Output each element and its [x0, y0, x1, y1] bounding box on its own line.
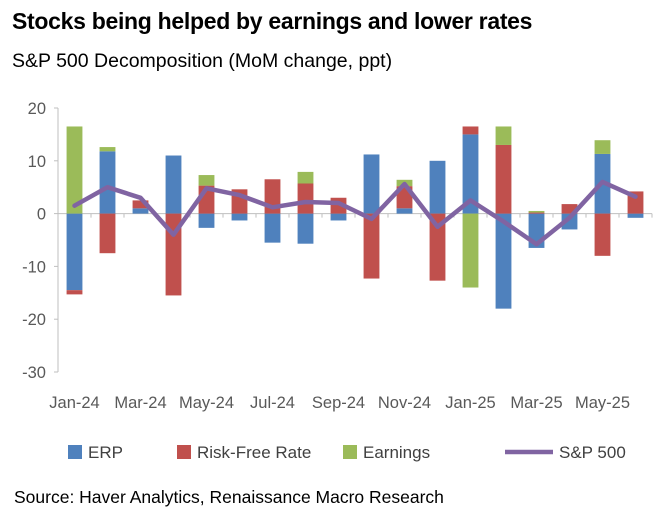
bar-risk_free-aug-24 — [297, 183, 314, 214]
bar-earnings-feb-24 — [99, 147, 116, 152]
y-tick-label: -20 — [22, 311, 46, 329]
x-tick-label: Sep-24 — [312, 394, 365, 412]
x-tick-label: Nov-24 — [378, 394, 431, 412]
y-tick-label: 20 — [28, 100, 46, 118]
bar-earnings-may-24 — [198, 175, 215, 186]
legend: ERP Risk-Free Rate Earnings S&P 500 — [68, 443, 626, 462]
bar-risk_free-mar-24 — [132, 200, 149, 209]
legend-label-earnings: Earnings — [363, 443, 430, 462]
bar-risk_free-jan-25 — [462, 126, 479, 135]
legend-label-risk_free: Risk-Free Rate — [197, 443, 311, 462]
legend-swatch-erp — [68, 445, 82, 459]
sp500-line — [72, 179, 638, 247]
source-note: Source: Haver Analytics, Renaissance Mac… — [14, 487, 444, 507]
x-tick-label: May-24 — [179, 394, 234, 412]
bar-erp-feb-24 — [99, 151, 116, 214]
y-tick-label: 0 — [37, 206, 46, 224]
y-tick-label: 10 — [28, 153, 46, 171]
y-tick-label: -30 — [22, 364, 46, 382]
bar-erp-nov-24 — [396, 208, 413, 214]
chart-title: Stocks being helped by earnings and lowe… — [12, 8, 533, 34]
bar-erp-jan-24 — [66, 213, 83, 291]
bar-risk_free-feb-25 — [495, 144, 512, 214]
bar-erp-apr-24 — [165, 155, 182, 214]
bar-erp-sep-24 — [330, 213, 347, 221]
x-tick-label: Jul-24 — [250, 394, 295, 412]
bar-risk_free-apr-24 — [165, 213, 182, 296]
bar-erp-apr-25 — [561, 213, 578, 230]
bar-risk_free-dec-24 — [429, 213, 446, 281]
bar-earnings-may-25 — [594, 140, 611, 154]
legend-swatch-earnings — [343, 445, 357, 459]
sp500-line-layer — [72, 179, 638, 247]
bar-earnings-mar-25 — [528, 210, 545, 213]
y-tick-label: -10 — [22, 258, 46, 276]
x-tick-label: Mar-24 — [114, 394, 166, 412]
bars — [66, 126, 644, 309]
x-tick-label: Mar-25 — [510, 394, 562, 412]
bar-erp-jul-24 — [264, 213, 281, 243]
bar-erp-mar-24 — [132, 208, 149, 214]
bar-erp-may-24 — [198, 213, 215, 228]
x-tick-label: Jan-25 — [445, 394, 495, 412]
bar-earnings-jan-25 — [462, 213, 479, 288]
bar-risk_free-jan-24 — [66, 290, 83, 295]
bar-risk_free-oct-24 — [363, 213, 380, 279]
bar-erp-jan-25 — [462, 134, 479, 214]
bar-risk_free-mar-25 — [528, 212, 545, 214]
axes — [54, 107, 653, 373]
bar-risk_free-feb-24 — [99, 213, 116, 254]
x-tick-label: May-25 — [575, 394, 630, 412]
bar-erp-jun-25 — [627, 213, 644, 218]
legend-swatch-risk_free — [177, 445, 191, 459]
bar-erp-oct-24 — [363, 154, 380, 214]
bar-erp-feb-25 — [495, 213, 512, 309]
bar-earnings-jan-24 — [66, 126, 83, 214]
bar-earnings-feb-25 — [495, 126, 512, 145]
legend-label-sp500: S&P 500 — [559, 443, 626, 462]
chart-subtitle: S&P 500 Decomposition (MoM change, ppt) — [12, 50, 393, 72]
bar-earnings-aug-24 — [297, 171, 314, 184]
bar-erp-aug-24 — [297, 213, 314, 244]
bar-erp-jun-24 — [231, 213, 248, 221]
legend-label-erp: ERP — [88, 443, 123, 462]
bar-erp-dec-24 — [429, 160, 446, 214]
bar-risk_free-may-25 — [594, 213, 611, 256]
x-tick-label: Jan-24 — [49, 394, 99, 412]
bar-risk_free-apr-25 — [561, 204, 578, 214]
